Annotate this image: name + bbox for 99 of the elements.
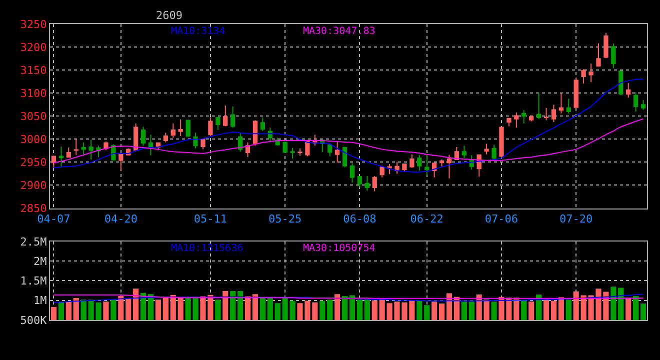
- chart-title: 2609: [156, 9, 182, 22]
- line-series: [53, 78, 644, 172]
- x-tick-label: 07-20: [560, 212, 593, 226]
- candlestick: [566, 98, 571, 114]
- candlestick: [499, 126, 504, 158]
- candlestick: [290, 147, 295, 160]
- candlestick: [417, 154, 422, 171]
- candlestick: [133, 123, 138, 152]
- candlestick: [394, 161, 400, 174]
- y-tick-label: 3000: [20, 133, 47, 146]
- candlestick: [252, 120, 258, 146]
- x-tick-label: 05-25: [268, 212, 302, 226]
- candlestick: [350, 162, 355, 183]
- y-tick-label: 2.5M: [20, 235, 48, 248]
- candlestick: [238, 132, 243, 152]
- candlestick: [305, 140, 310, 157]
- candlestick: [193, 132, 198, 149]
- candlestick: [558, 92, 564, 114]
- candlestick: [230, 106, 236, 128]
- candlestick: [618, 70, 624, 96]
- x-tick-label: 07-06: [484, 212, 518, 226]
- candlestick: [633, 92, 638, 112]
- candlestick: [446, 154, 452, 179]
- candlestick: [522, 110, 526, 124]
- candlestick: [439, 158, 444, 168]
- y-tick-label: 3100: [20, 86, 47, 100]
- x-tick-label: 04-20: [104, 212, 138, 226]
- candlestick: [74, 138, 78, 156]
- candlestick: [245, 142, 250, 158]
- candlestick: [312, 134, 318, 146]
- candlestick: [208, 117, 213, 136]
- candlestick: [223, 105, 228, 127]
- candlestick: [148, 134, 154, 156]
- line-series: [53, 294, 644, 303]
- candlestick: [432, 162, 437, 178]
- candlestick: [282, 140, 288, 153]
- candlestick: [88, 139, 94, 160]
- candlestick: [163, 132, 168, 143]
- candlestick: [334, 140, 340, 164]
- x-tick-label: 06-08: [343, 212, 376, 226]
- candlestick: [424, 154, 430, 176]
- text: MA10:3134: [171, 26, 226, 37]
- y-tick-label: 1.5M: [20, 274, 48, 288]
- candlestick: [186, 120, 190, 138]
- line-series: [53, 118, 644, 164]
- y-tick-label: 2M: [34, 254, 48, 268]
- y-tick-label: 1M: [34, 294, 48, 308]
- candlestick: [596, 42, 601, 66]
- candlestick: [364, 176, 370, 192]
- candlestick: [551, 104, 556, 123]
- candlestick: [544, 107, 549, 121]
- candlestick: [604, 32, 608, 59]
- y-tick-label: 3150: [20, 64, 47, 77]
- candlestick: [200, 138, 206, 150]
- candlestick: [342, 146, 348, 168]
- text: MA30:1050754: [303, 243, 376, 254]
- y-tick-label: 3200: [20, 40, 47, 54]
- candlestick: [216, 117, 220, 130]
- candlestick: [402, 163, 407, 172]
- y-tick-label: 3050: [20, 110, 47, 123]
- candlestick: [51, 155, 56, 168]
- candlestick: [588, 63, 594, 83]
- y-tick-label: 3250: [20, 18, 47, 31]
- candlestick: [298, 148, 302, 156]
- candlestick: [492, 144, 496, 160]
- candlestick: [626, 82, 631, 98]
- x-tick-label: 05-11: [194, 212, 228, 226]
- candlestick: [58, 146, 64, 168]
- candlestick: [140, 126, 146, 146]
- y-tick-label: 500K: [20, 314, 48, 327]
- candlestick: [514, 112, 519, 128]
- candlestick: [380, 165, 384, 178]
- candlestick: [506, 117, 512, 127]
- candlestick: [529, 115, 534, 122]
- text: MA30:3047.83: [303, 26, 376, 37]
- candlestick: [410, 154, 414, 168]
- candlestick: [104, 140, 108, 151]
- candlestick: [170, 123, 176, 138]
- y-tick-label: 2950: [20, 156, 47, 170]
- candlestick: [462, 145, 466, 159]
- candlestick: [328, 144, 332, 157]
- candlestick: [484, 143, 489, 155]
- candlestick: [66, 146, 71, 158]
- candlestick: [372, 176, 377, 192]
- candlestick: [574, 76, 578, 108]
- candlestick: [454, 146, 460, 160]
- candlestick: [581, 68, 586, 84]
- text: MA10:1315636: [171, 243, 244, 254]
- x-tick-label: 06-22: [410, 212, 444, 226]
- candlestick: [387, 164, 392, 175]
- candlestick: [357, 176, 362, 188]
- candlestick: [118, 152, 124, 171]
- candlestick: [81, 142, 86, 155]
- candlestick: [640, 100, 646, 110]
- candlestick: [536, 92, 542, 120]
- y-tick-label: 2900: [20, 179, 47, 192]
- candlestick: [611, 42, 616, 69]
- candlestick: [178, 118, 183, 136]
- candlestick: [260, 117, 266, 132]
